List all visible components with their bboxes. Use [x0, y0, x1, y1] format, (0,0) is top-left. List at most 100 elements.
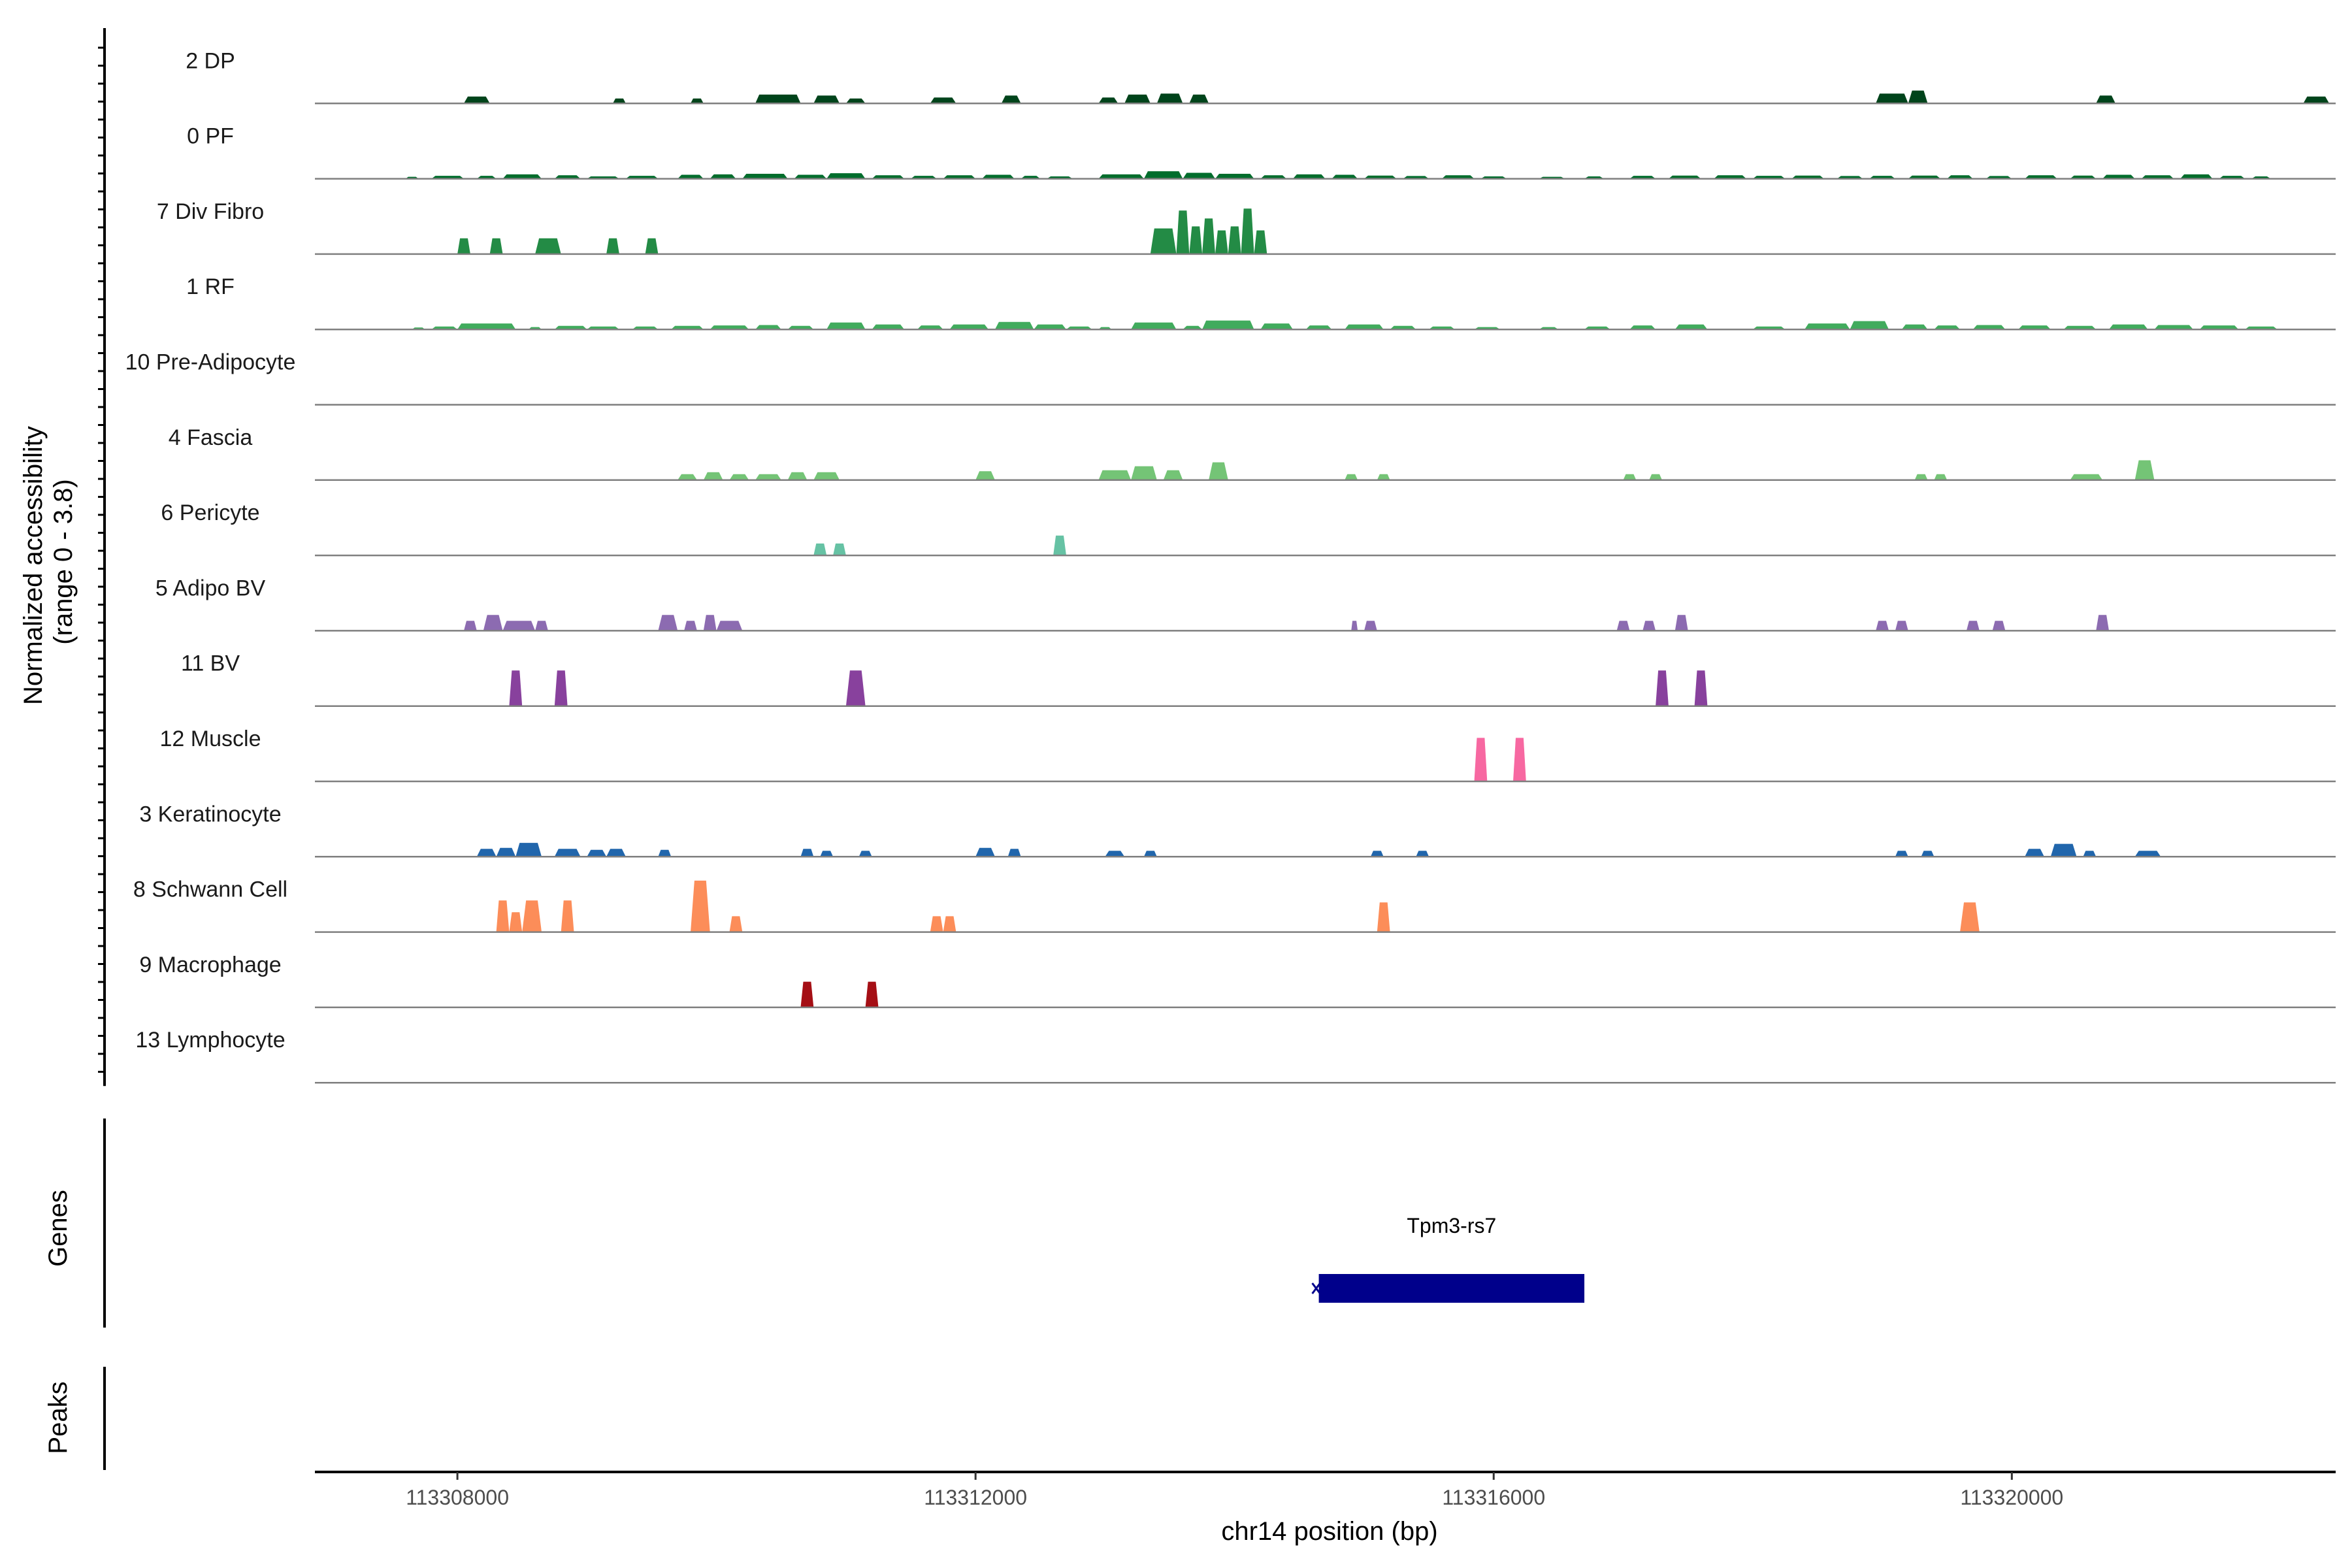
- coverage-peak: [1098, 174, 1144, 179]
- coverage-peak: [1260, 323, 1293, 330]
- coverage-peak: [502, 174, 542, 179]
- coverage-peak: [1364, 621, 1377, 631]
- coverage-peak: [982, 174, 1015, 179]
- coverage-peak: [606, 849, 626, 857]
- coverage-peak: [2134, 460, 2155, 480]
- coverage-peak: [1895, 621, 1908, 631]
- coverage-tracks: 2 DP 0 PF 7 Div Fibro 1 RF 10 Pre-Adipocyte 4…: [125, 48, 2336, 1084]
- coverage-peak: [917, 325, 943, 330]
- coverage-peak: [1345, 474, 1358, 480]
- coverage-peak: [1474, 738, 1488, 781]
- coverage-peak: [1850, 321, 1889, 330]
- coverage-peak: [515, 843, 542, 857]
- coverage-peak: [1370, 851, 1384, 857]
- coverage-peak: [2303, 96, 2330, 104]
- coverage-peak: [1876, 621, 1889, 631]
- coverage-peak: [2096, 95, 2115, 104]
- coverage-peak: [457, 323, 516, 330]
- coverage-peak: [1189, 94, 1209, 104]
- coverage-peak: [2180, 174, 2213, 179]
- coverage-peak: [1649, 474, 1662, 480]
- coverage-peak: [813, 95, 840, 104]
- coverage-peak: [703, 615, 717, 631]
- genes-panel: Tpm3-rs7: [1311, 1214, 1585, 1303]
- coverage-peak: [755, 94, 801, 104]
- genes-panel-label: Genes: [44, 1190, 73, 1267]
- track-label: 12 Muscle: [160, 727, 261, 751]
- x-tick-label: 113308000: [406, 1486, 509, 1509]
- coverage-peak: [826, 322, 866, 330]
- coverage-peak: [522, 900, 542, 932]
- coverage-peak: [1150, 228, 1177, 254]
- coverage-peak: [710, 174, 736, 179]
- coverage-peak: [2025, 849, 2044, 857]
- coverage-peak: [1416, 851, 1429, 857]
- coverage-peak: [1053, 535, 1066, 556]
- gene-label: Tpm3-rs7: [1407, 1214, 1496, 1237]
- coverage-peak: [1914, 474, 1928, 480]
- coverage-peak: [1805, 323, 1850, 330]
- coverage-peak: [1098, 97, 1119, 104]
- coverage-peak: [1351, 621, 1358, 631]
- coverage-peak: [1001, 95, 1021, 104]
- coverage-peak: [975, 471, 995, 480]
- coverage-peak: [2109, 324, 2148, 330]
- coverage-peak: [858, 851, 872, 857]
- peaks-panel-label: Peaks: [44, 1381, 73, 1454]
- coverage-peak: [2134, 851, 2161, 857]
- coverage-peak: [1098, 470, 1132, 480]
- coverage-peak: [496, 900, 510, 932]
- coverage-peak: [2070, 474, 2103, 480]
- coverage-peak: [483, 615, 503, 631]
- coverage-peak: [930, 97, 956, 104]
- x-tick-label: 113316000: [1442, 1486, 1545, 1509]
- coverage-peak: [1215, 230, 1228, 254]
- coverage-peak: [872, 175, 905, 179]
- track-label: 3 Keratinocyte: [139, 802, 281, 826]
- track-5-adipo-bv: 5 Adipo BV: [155, 576, 2336, 632]
- coverage-peak: [2102, 174, 2135, 179]
- coverage-peak: [1390, 325, 1416, 330]
- coverage-peak: [561, 900, 574, 932]
- track-label: 7 Div Fibro: [157, 199, 264, 224]
- coverage-peak: [509, 912, 523, 932]
- coverage-peak: [800, 981, 814, 1007]
- x-tick-label: 113320000: [1960, 1486, 2063, 1509]
- coverage-peak: [800, 849, 814, 857]
- track-label: 2 DP: [186, 48, 235, 73]
- coverage-peak: [813, 543, 827, 556]
- coverage-peak: [1972, 325, 2006, 330]
- coverage-peak: [755, 325, 781, 330]
- coverage-peak: [1947, 175, 1973, 179]
- coverage-peak: [1656, 670, 1669, 706]
- track-10-pre-adipocyte: 10 Pre-Adipocyte: [125, 350, 2336, 406]
- coverage-peak: [1623, 474, 1637, 480]
- coverage-peak: [476, 849, 497, 857]
- gene-tpm3-rs7: Tpm3-rs7: [1311, 1214, 1585, 1303]
- coverage-peak: [1143, 171, 1183, 179]
- coverage-peak: [645, 238, 659, 254]
- coverage-peak: [658, 849, 672, 857]
- coverage-peak: [833, 543, 846, 556]
- coverage-peak: [710, 325, 749, 330]
- coverage-peak: [729, 474, 749, 480]
- coverage-peak: [787, 325, 814, 330]
- coverage-peak: [554, 325, 587, 330]
- coverage-peak: [787, 472, 808, 480]
- coverage-peak: [703, 472, 723, 480]
- coverage-peak: [943, 916, 956, 932]
- track-11-bv: 11 BV: [181, 651, 2336, 707]
- coverage-peak: [1901, 324, 1928, 330]
- coverage-peak: [554, 670, 568, 706]
- coverage-peak: [943, 175, 976, 179]
- coverage-peak: [684, 621, 697, 631]
- coverage-peak: [1694, 670, 1708, 706]
- coverage-peak: [1331, 174, 1358, 179]
- coverage-peak: [1228, 226, 1241, 254]
- coverage-peak: [489, 238, 503, 254]
- coverage-peak: [865, 981, 879, 1007]
- coverage-peak: [930, 916, 943, 932]
- coverage-peak: [1156, 93, 1183, 104]
- track-6-pericyte: 6 Pericyte: [161, 500, 2336, 557]
- coverage-peak: [587, 849, 607, 857]
